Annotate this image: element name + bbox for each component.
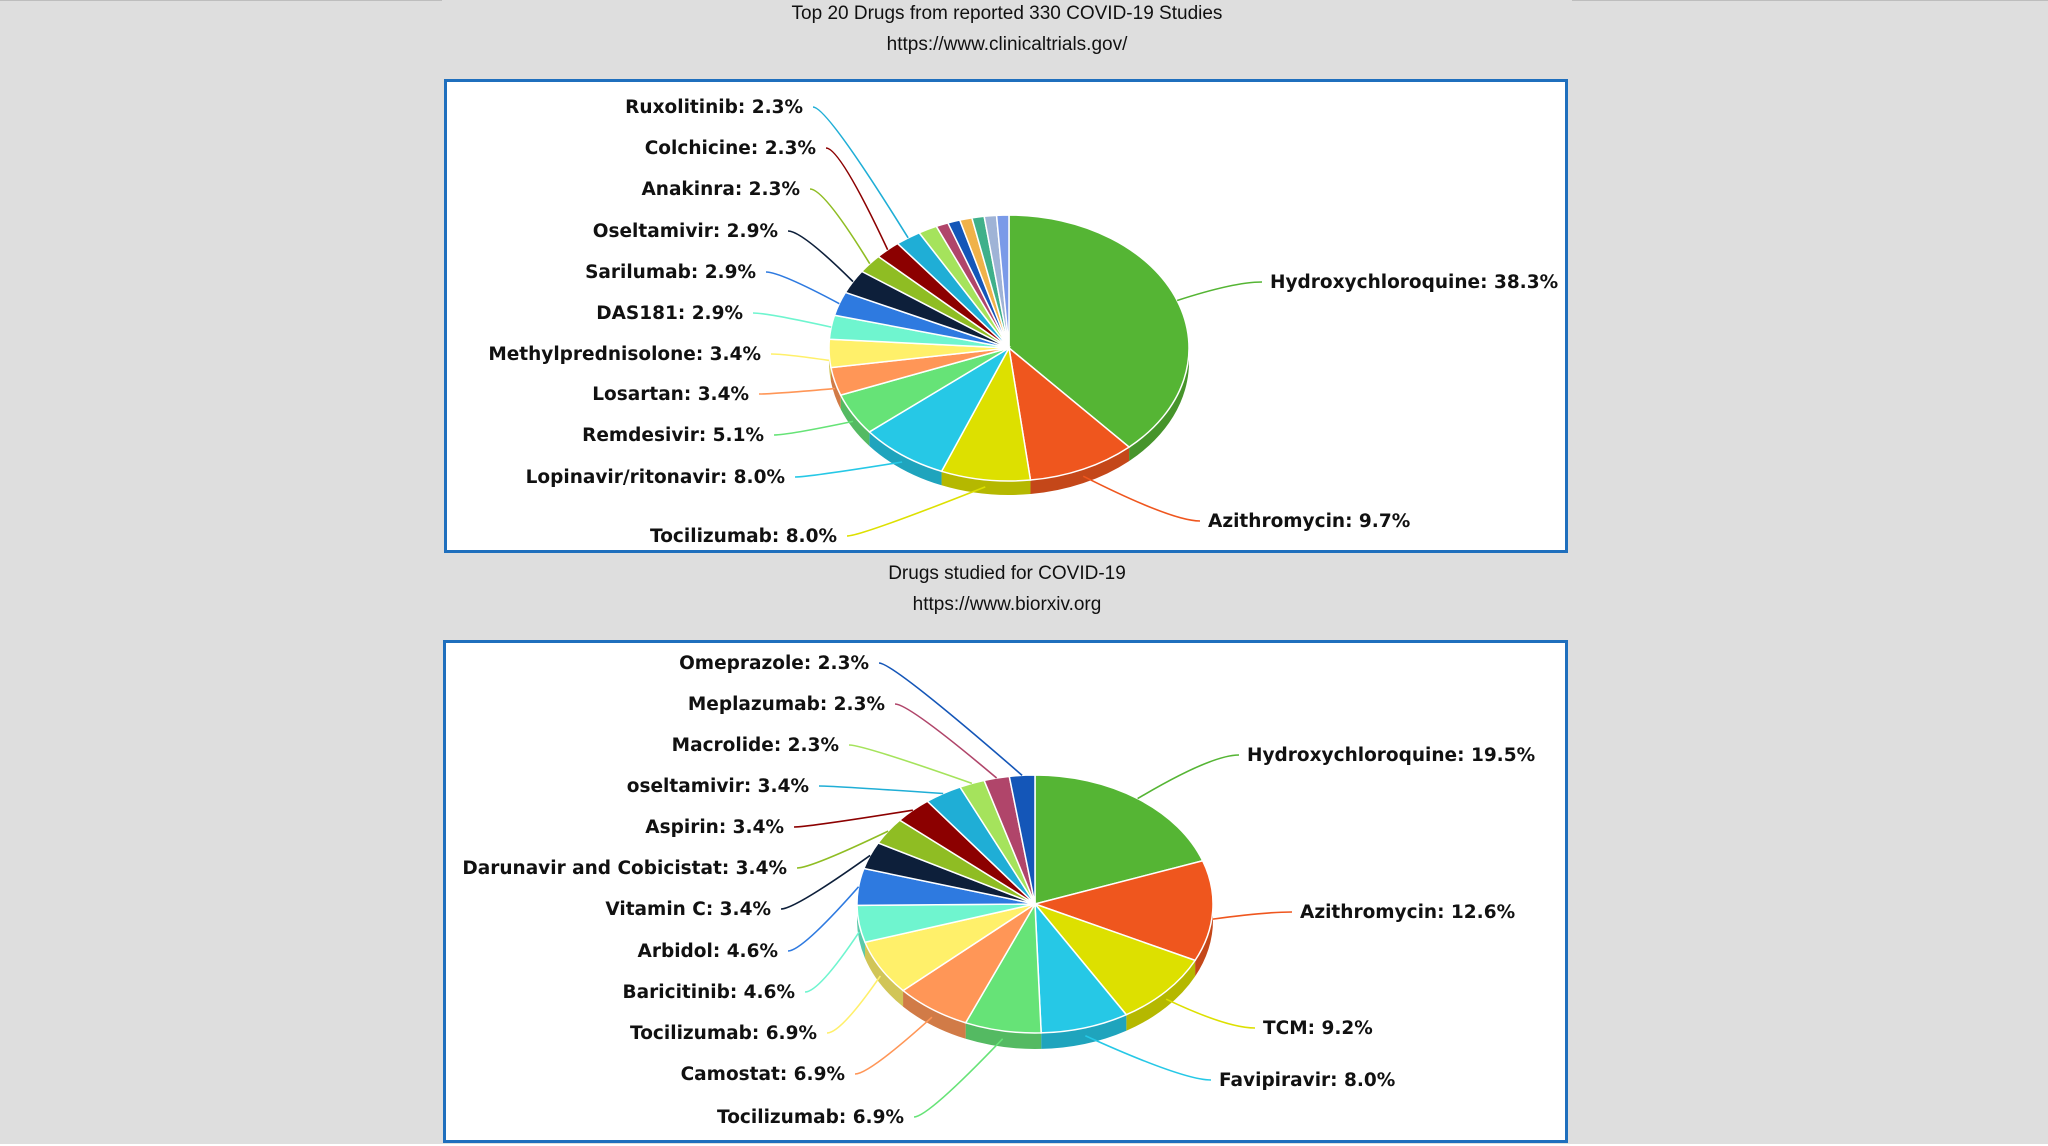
slice-label-sarilumab-8: Sarilumab: 2.9% [585,262,756,283]
slice-label-tcm-2: TCM: 9.2% [1263,1018,1373,1039]
leader-line-hydroxychloroquine-0 [1177,282,1262,301]
slice-label-arbidol-8: Arbidol: 4.6% [638,941,778,962]
leader-line-colchicine-11 [826,148,888,250]
background-left [0,0,442,1144]
slice-label-lopinavir-ritonavir-3: Lopinavir/ritonavir: 8.0% [526,467,785,488]
leader-line-camostat-5 [855,1017,932,1074]
top-chart-panel: Hydroxychloroquine: 38.3% Azithromycin: 9… [444,79,1568,553]
leader-line-azithromycin-1 [1083,476,1200,521]
top-chart-caption-title: Top 20 Drugs from reported 330 COVID-19 … [442,3,1572,25]
bottom-chart-caption-source: https://www.biorxiv.org [442,594,1572,616]
leader-line-tcm-2 [1166,999,1255,1028]
leader-line-lopinavir-ritonavir-3 [795,462,902,477]
slice-label-aspirin-11: Aspirin: 3.4% [645,817,784,838]
slice-label-tocilizumab-2: Tocilizumab: 8.0% [650,526,837,547]
leader-line-tocilizumab-2 [847,487,985,536]
slice-label-ruxolitinib-12: Ruxolitinib: 2.3% [625,97,803,118]
slice-label-losartan-5: Losartan: 3.4% [592,384,749,405]
leader-line-hydroxychloroquine-0 [1138,755,1239,799]
leader-line-oseltamivir-9 [788,231,853,282]
top-chart-caption-source: https://www.clinicaltrials.gov/ [442,34,1572,56]
leader-line-methylprednisolone-6 [771,354,829,360]
leader-line-azithromycin-1 [1213,912,1292,919]
slice-label-das181-7: DAS181: 2.9% [596,303,743,324]
slice-label-azithromycin-1: Azithromycin: 9.7% [1208,511,1410,532]
slice-label-oseltamivir-12: oseltamivir: 3.4% [627,776,809,797]
leader-line-losartan-5 [759,389,835,394]
leader-line-anakinra-10 [810,189,870,264]
top-pie-chart: Hydroxychloroquine: 38.3% Azithromycin: 9… [447,82,1571,556]
slice-label-camostat-5: Camostat: 6.9% [681,1064,845,1085]
leader-line-macrolide-13 [849,745,972,783]
slice-label-azithromycin-1: Azithromycin: 12.6% [1300,902,1515,923]
slice-label-macrolide-13: Macrolide: 2.3% [672,735,839,756]
pie-slices [829,215,1189,481]
slice-label-remdesivir-4: Remdesivir: 5.1% [582,425,764,446]
slice-label-tocilizumab-6: Tocilizumab: 6.9% [630,1023,817,1044]
leader-line-baricitinib-7 [805,932,859,992]
slice-label-hydroxychloroquine-0: Hydroxychloroquine: 19.5% [1247,745,1535,766]
bottom-pie-chart: Hydroxychloroquine: 19.5% Azithromycin: 1… [446,643,1571,1146]
slice-label-baricitinib-7: Baricitinib: 4.6% [623,982,795,1003]
slice-label-darunavir-and-cobicistat-10: Darunavir and Cobicistat: 3.4% [462,858,787,879]
leader-line-das181-7 [753,313,831,327]
background-right [1572,0,2048,1144]
slice-label-vitamin-c-9: Vitamin C: 3.4% [605,899,771,920]
slice-label-favipiravir-3: Favipiravir: 8.0% [1219,1070,1395,1091]
bottom-chart-caption-title: Drugs studied for COVID-19 [442,563,1572,585]
leader-line-sarilumab-8 [766,272,839,304]
leader-line-oseltamivir-12 [819,786,943,793]
pie-slices [857,775,1213,1033]
leader-line-arbidol-8 [788,887,859,951]
slice-label-hydroxychloroquine-0: Hydroxychloroquine: 38.3% [1270,272,1558,293]
leader-line-remdesivir-4 [774,421,853,435]
slice-label-omeprazole-15: Omeprazole: 2.3% [679,653,869,674]
slice-label-tocilizumab-4: Tocilizumab: 6.9% [717,1107,904,1128]
leader-line-tocilizumab-4 [914,1039,1003,1117]
leader-line-favipiravir-3 [1085,1036,1211,1080]
bottom-chart-panel: Hydroxychloroquine: 19.5% Azithromycin: 1… [443,640,1568,1143]
slice-label-colchicine-11: Colchicine: 2.3% [645,138,816,159]
slice-label-methylprednisolone-6: Methylprednisolone: 3.4% [488,344,761,365]
slice-label-oseltamivir-9: Oseltamivir: 2.9% [593,221,778,242]
slice-label-anakinra-10: Anakinra: 2.3% [641,179,800,200]
leader-line-ruxolitinib-12 [813,107,908,238]
slice-label-meplazumab-14: Meplazumab: 2.3% [688,694,885,715]
leader-line-tocilizumab-6 [827,976,880,1033]
